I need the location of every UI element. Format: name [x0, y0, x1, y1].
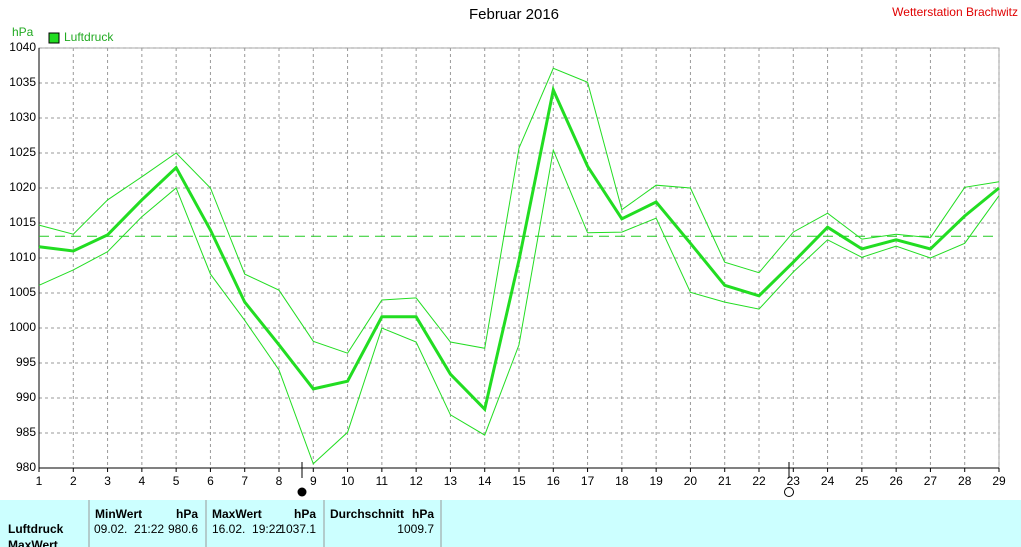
moon-full: [784, 487, 794, 497]
cell: 16.02. 19:22: [212, 522, 282, 536]
x-tick-label: 23: [787, 474, 801, 488]
x-tick-label: 1: [36, 474, 43, 488]
x-tick-label: 12: [409, 474, 423, 488]
x-tick-label: 3: [104, 474, 111, 488]
x-tick-label: 8: [276, 474, 283, 488]
row-label: Luftdruck: [8, 522, 64, 536]
x-tick-label: 20: [684, 474, 698, 488]
table-header: hPa: [412, 507, 434, 521]
table-bg: [0, 500, 1021, 547]
moon-new: [297, 487, 307, 497]
x-tick-label: 26: [889, 474, 903, 488]
y-tick-label: 1030: [9, 110, 36, 124]
y-tick-label: 995: [16, 355, 36, 369]
x-tick-label: 21: [718, 474, 732, 488]
cell: 1037.1: [279, 522, 316, 536]
x-tick-label: 5: [173, 474, 180, 488]
x-tick-label: 13: [444, 474, 458, 488]
cell: 09.02. 21:22: [94, 522, 164, 536]
y-tick-label: 980: [16, 460, 36, 474]
x-tick-label: 19: [649, 474, 663, 488]
x-tick-label: 11: [376, 474, 389, 488]
table-header: Durchschnitt: [330, 507, 404, 521]
station-name: Wetterstation Brachwitz: [892, 5, 1018, 19]
x-tick-label: 2: [70, 474, 77, 488]
y-tick-label: 1000: [9, 320, 36, 334]
table-header: hPa: [294, 507, 316, 521]
x-tick-label: 22: [752, 474, 766, 488]
y-tick-label: 1025: [9, 145, 36, 159]
cell: 980.6: [168, 522, 198, 536]
table-header: MinWert: [95, 507, 142, 521]
x-tick-label: 25: [855, 474, 869, 488]
y-tick-label: 985: [16, 425, 36, 439]
x-tick-label: 15: [512, 474, 526, 488]
y-unit: hPa: [12, 25, 34, 39]
x-tick-label: 7: [241, 474, 248, 488]
y-tick-label: 1005: [9, 285, 36, 299]
legend-swatch: [48, 32, 60, 44]
plot: 9809859909951000100510101015102010251030…: [9, 40, 1006, 488]
x-tick-label: 17: [581, 474, 595, 488]
y-tick-label: 1015: [9, 215, 36, 229]
y-tick-label: 1020: [9, 180, 36, 194]
x-tick-label: 18: [615, 474, 629, 488]
x-tick-label: 6: [207, 474, 214, 488]
legend-label: Luftdruck: [64, 30, 114, 44]
series-line: [38, 148, 1000, 465]
x-tick-label: 28: [958, 474, 972, 488]
chart-title: Februar 2016: [469, 6, 559, 23]
x-tick-label: 10: [341, 474, 355, 488]
series-line: [38, 67, 1000, 354]
x-tick-label: 29: [992, 474, 1006, 488]
table-header: hPa: [176, 507, 198, 521]
x-tick-label: 14: [478, 474, 492, 488]
y-tick-label: 1010: [9, 250, 36, 264]
series-line: [38, 85, 1000, 413]
table-header: MaxWert: [212, 507, 262, 521]
y-tick-label: 1035: [9, 75, 36, 89]
row-label: MaxWert: [8, 538, 58, 547]
x-tick-label: 4: [139, 474, 146, 488]
cell: 1009.7: [397, 522, 434, 536]
y-tick-label: 990: [16, 390, 36, 404]
x-tick-label: 9: [310, 474, 317, 488]
y-tick-label: 1040: [9, 40, 36, 54]
x-tick-label: 16: [547, 474, 561, 488]
x-tick-label: 24: [821, 474, 835, 488]
x-tick-label: 27: [924, 474, 938, 488]
